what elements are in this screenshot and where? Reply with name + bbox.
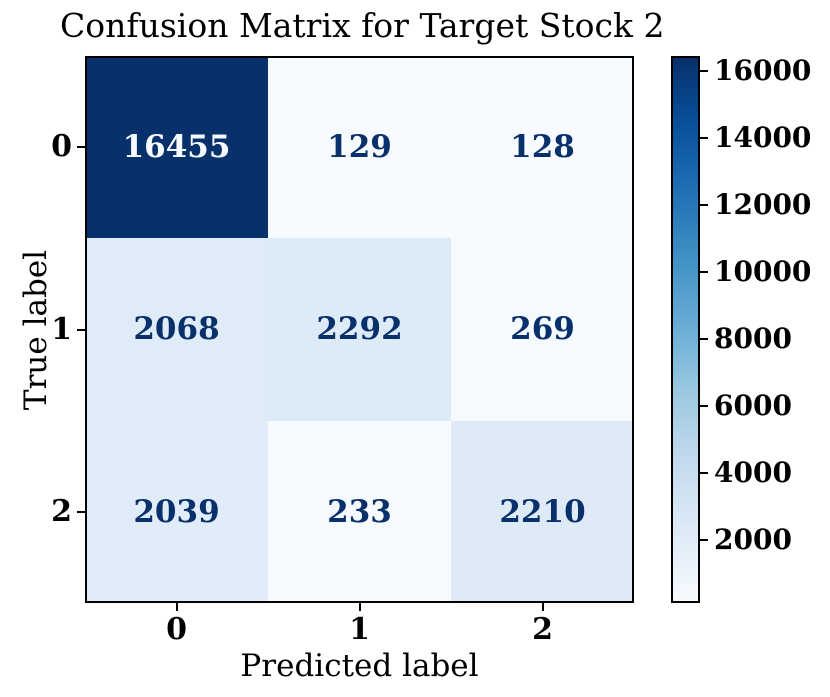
x-tick-label-1: 1	[349, 612, 370, 647]
x-tick-mark-2	[541, 603, 544, 611]
matrix-cell-r0c1: 129	[268, 56, 451, 239]
colorbar-tick-label-3: 8000	[714, 322, 792, 356]
x-tick-label-2: 2	[532, 612, 553, 647]
colorbar-tick-label-1: 4000	[714, 456, 792, 490]
colorbar	[671, 56, 700, 603]
x-tick-label-0: 0	[166, 612, 187, 647]
x-tick-mark-1	[358, 603, 361, 611]
y-tick-mark-1	[77, 328, 85, 331]
y-tick-label-2: 2	[51, 493, 72, 529]
colorbar-gradient	[671, 56, 700, 603]
y-tick-mark-0	[77, 146, 85, 149]
colorbar-tick-label-0: 2000	[714, 523, 792, 557]
chart-title: Confusion Matrix for Target Stock 2	[60, 6, 665, 45]
colorbar-tick-mark-4	[700, 271, 708, 274]
colorbar-tick-label-2: 6000	[714, 389, 792, 423]
colorbar-tick-label-7: 16000	[714, 54, 812, 88]
matrix-cell-r0c2: 128	[451, 56, 634, 239]
matrix-cell-r1c1: 2292	[268, 238, 451, 421]
colorbar-tick-mark-2	[700, 405, 708, 408]
matrix-cell-r1c0: 2068	[85, 238, 268, 421]
matrix-cell-r2c1: 233	[268, 420, 451, 603]
colorbar-tick-mark-7	[700, 70, 708, 73]
heatmap-plot-area: 16455 129 128 2068 2292 269 2039 233 2210	[85, 56, 634, 603]
colorbar-tick-mark-0	[700, 539, 708, 542]
y-tick-label-1: 1	[51, 311, 72, 347]
colorbar-tick-mark-6	[700, 137, 708, 140]
colorbar-tick-label-6: 14000	[714, 121, 812, 155]
colorbar-tick-label-4: 10000	[714, 255, 812, 289]
y-tick-label-0: 0	[51, 129, 72, 165]
y-tick-mark-2	[77, 510, 85, 513]
colorbar-tick-mark-1	[700, 472, 708, 475]
colorbar-tick-mark-5	[700, 204, 708, 207]
matrix-cell-r2c0: 2039	[85, 420, 268, 603]
colorbar-tick-label-5: 12000	[714, 188, 812, 222]
x-tick-mark-0	[175, 603, 178, 611]
x-axis-label: Predicted label	[240, 648, 479, 684]
matrix-cell-r0c0: 16455	[85, 56, 268, 239]
matrix-cell-r2c2: 2210	[451, 420, 634, 603]
colorbar-tick-mark-3	[700, 338, 708, 341]
matrix-cell-r1c2: 269	[451, 238, 634, 421]
matrix-cells: 16455 129 128 2068 2292 269 2039 233 2210	[85, 56, 634, 603]
